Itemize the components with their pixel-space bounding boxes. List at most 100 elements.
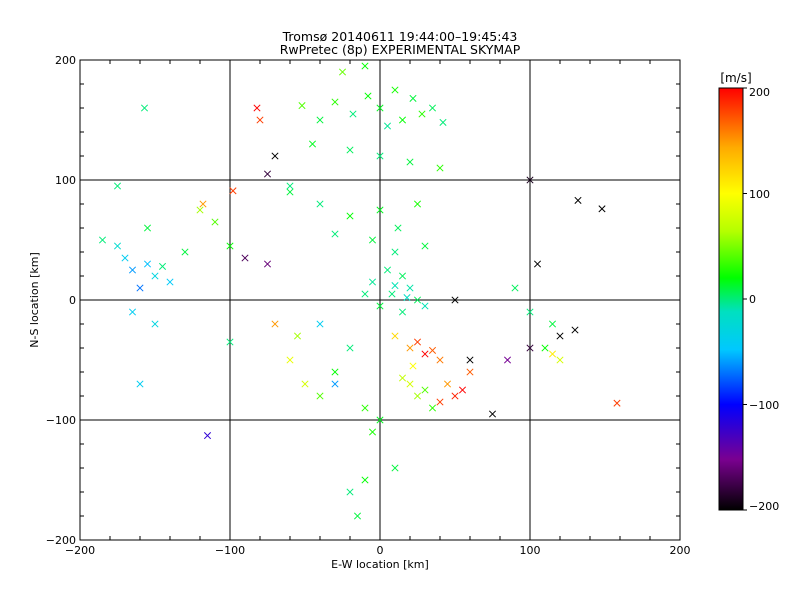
x-tick-label: 200 [670,544,691,557]
data-point-cross [613,399,621,407]
y-tick-label: 200 [55,54,76,67]
grid [80,60,680,540]
data-point-cross [391,282,399,290]
data-point-cross [394,224,402,232]
data-point-cross [409,94,417,102]
data-point-cross [406,158,414,166]
data-point-cross [361,62,369,70]
data-point-cross [286,356,294,364]
data-point-cross [418,110,426,118]
colorbar-tick-label: 200 [749,86,770,99]
data-point-cross [391,248,399,256]
data-point-cross [143,224,152,232]
data-point-cross [331,368,339,376]
data-point-cross [503,356,512,364]
data-point-cross [331,230,339,238]
x-tick-label: −200 [65,544,95,557]
data-point-cross [113,182,122,190]
data-point-cross [451,392,459,400]
data-point-cross [241,254,249,262]
data-point-cross [286,188,294,196]
data-point-cross [409,362,417,370]
data-point-cross [331,380,339,388]
data-point-cross [443,380,452,388]
data-point-cross [346,212,354,220]
data-point-cross [388,290,396,298]
data-point-cross [556,332,564,340]
data-point-cross [466,356,474,364]
data-point-cross [526,176,534,184]
data-point-cross [398,308,407,316]
data-point-cross [368,428,377,436]
data-point-cross [428,404,437,412]
colorbar-ramp [718,87,744,511]
data-point-cross [166,278,174,286]
data-point-cross [413,296,422,304]
data-point-cross [229,187,237,195]
data-point-cross [121,254,129,262]
data-point-cross [511,284,519,292]
data-point-cross [316,116,324,124]
data-point-cross [226,338,234,346]
data-point-cross [181,248,189,256]
data-point-cross [458,386,467,394]
data-point-cross [383,122,392,130]
data-point-cross [466,368,474,376]
data-point-cross [271,320,279,328]
data-point-cross [140,104,149,112]
data-point-cross [391,464,399,472]
data-point-cross [376,104,384,112]
data-point-cross [436,164,444,172]
data-point-cross [368,278,377,286]
data-point-cross [403,294,411,302]
data-point-cross [256,116,264,124]
colorbar-tick-label: 100 [749,188,770,201]
chart-subtitle: RwPretec (8p) EXPERIMENTAL SKYMAP [280,42,521,57]
data-point-cross [196,206,204,214]
data-point-cross [316,392,324,400]
data-point-cross [548,350,557,358]
data-point-cross [541,344,549,352]
colorbar-unit: [m/s] [720,71,751,85]
data-point-cross [598,205,606,213]
data-point-cross [353,512,362,520]
data-point-cross [286,182,294,190]
data-point-cross [526,308,534,316]
data-point-cross [406,284,414,292]
data-point-cross [398,272,407,280]
minor-ticks [80,60,680,540]
data-points [98,62,621,520]
data-point-cross [413,338,422,346]
data-point-cross [391,332,399,340]
x-tick-label: −100 [215,544,245,557]
y-tick-label: 0 [69,294,76,307]
data-point-cross [263,260,272,268]
data-point-cross [391,86,399,94]
data-point-cross [98,236,107,244]
data-point-cross [158,262,167,270]
data-point-cross [548,320,557,328]
data-point-cross [199,200,207,208]
data-point-cross [428,104,437,112]
data-point-cross [113,242,122,250]
data-point-cross [428,346,437,354]
y-axis-label: N-S location [km] [28,252,41,348]
data-point-cross [376,206,384,214]
y-tick-label: −200 [46,534,76,547]
data-point-cross [439,118,447,126]
x-tick-label: 100 [520,544,541,557]
data-point-cross [143,260,152,268]
x-tick-labels: −200 −100 0 100 200 [65,544,691,557]
data-point-cross [316,200,324,208]
data-point-cross [301,380,309,388]
data-point-cross [316,320,324,328]
colorbar: [m/s] 200 100 0 −100 −200 [718,71,779,513]
colorbar-tick-label: 0 [749,293,756,306]
data-point-cross [346,488,354,496]
data-point-cross [413,392,422,400]
data-point-cross [346,146,354,154]
data-point-cross [364,92,372,100]
chart-title: Tromsø 20140611 19:44:00–19:45:43 [282,29,518,44]
data-point-cross [263,170,272,178]
